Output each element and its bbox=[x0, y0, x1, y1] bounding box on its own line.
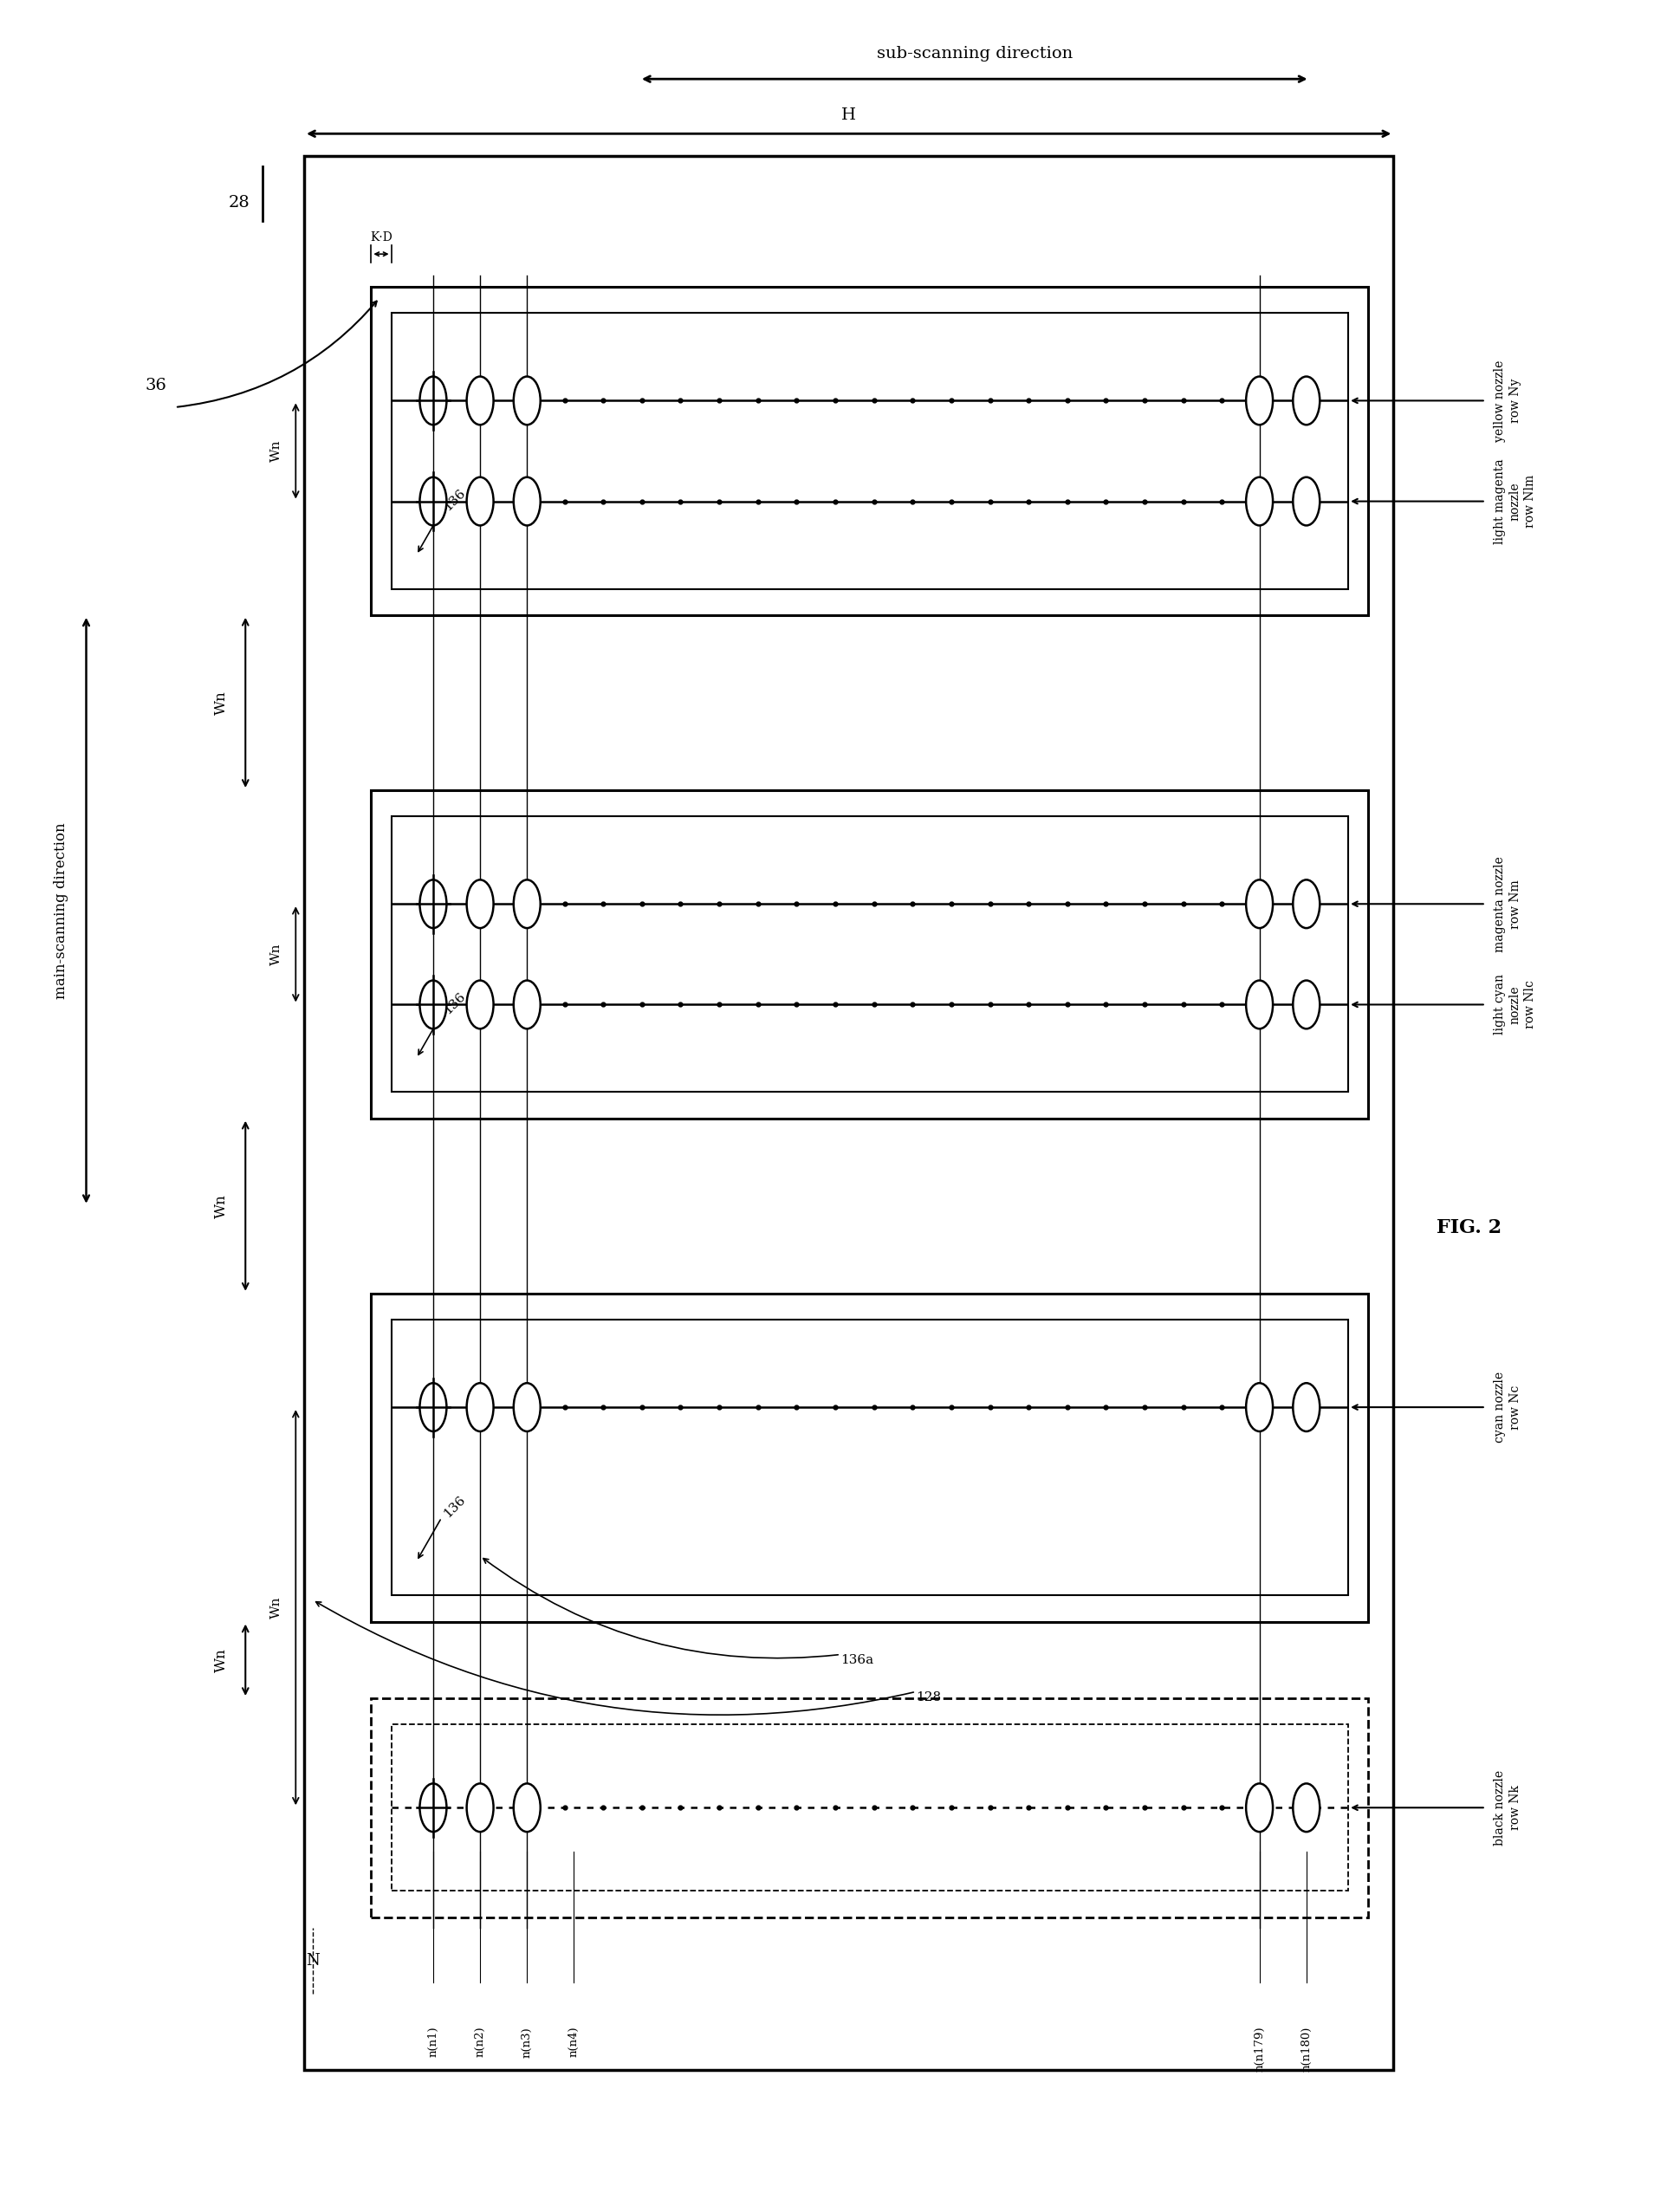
Text: cyan nozzle
row Nc: cyan nozzle row Nc bbox=[1494, 1371, 1520, 1443]
Text: light magenta
nozzle
row Nlm: light magenta nozzle row Nlm bbox=[1494, 458, 1536, 544]
Bar bbox=[391, 816, 1347, 1092]
Ellipse shape bbox=[1292, 1783, 1319, 1831]
Text: Wn: Wn bbox=[270, 943, 282, 965]
Text: N: N bbox=[306, 1954, 319, 1969]
Ellipse shape bbox=[467, 1384, 494, 1432]
Text: magenta nozzle
row Nm: magenta nozzle row Nm bbox=[1494, 855, 1520, 952]
Text: Wn: Wn bbox=[270, 441, 282, 463]
Text: light cyan
nozzle
row Nlc: light cyan nozzle row Nlc bbox=[1494, 974, 1536, 1035]
Bar bbox=[304, 156, 1393, 2070]
Text: 136: 136 bbox=[442, 487, 467, 513]
Ellipse shape bbox=[1245, 1384, 1272, 1432]
Text: 136: 136 bbox=[442, 1493, 467, 1520]
Ellipse shape bbox=[467, 879, 494, 928]
Ellipse shape bbox=[1245, 879, 1272, 928]
Bar bbox=[391, 1724, 1347, 1890]
Ellipse shape bbox=[420, 1384, 447, 1432]
Text: Wn: Wn bbox=[270, 1597, 282, 1618]
Text: n(n2): n(n2) bbox=[474, 2026, 486, 2057]
Ellipse shape bbox=[420, 377, 447, 425]
Text: Wn: Wn bbox=[213, 691, 228, 715]
Text: n(n1): n(n1) bbox=[427, 2026, 438, 2057]
Ellipse shape bbox=[1245, 980, 1272, 1029]
Ellipse shape bbox=[514, 1384, 541, 1432]
Text: sub-scanning direction: sub-scanning direction bbox=[875, 46, 1072, 61]
Text: 136: 136 bbox=[442, 991, 467, 1018]
Bar bbox=[371, 789, 1368, 1118]
Ellipse shape bbox=[467, 980, 494, 1029]
Ellipse shape bbox=[420, 980, 447, 1029]
Ellipse shape bbox=[1292, 377, 1319, 425]
Ellipse shape bbox=[514, 1783, 541, 1831]
Text: 28: 28 bbox=[228, 195, 250, 211]
Text: Wn: Wn bbox=[213, 1647, 228, 1671]
Ellipse shape bbox=[1245, 1783, 1272, 1831]
Ellipse shape bbox=[1292, 1384, 1319, 1432]
Text: main-scanning direction: main-scanning direction bbox=[54, 822, 69, 998]
Ellipse shape bbox=[1245, 478, 1272, 526]
Ellipse shape bbox=[420, 879, 447, 928]
Text: K·D: K·D bbox=[370, 230, 391, 243]
Text: 136a: 136a bbox=[840, 1654, 874, 1667]
Ellipse shape bbox=[467, 377, 494, 425]
Text: n(n3): n(n3) bbox=[521, 2026, 533, 2057]
Ellipse shape bbox=[467, 1783, 494, 1831]
Bar bbox=[371, 1294, 1368, 1621]
Ellipse shape bbox=[1245, 377, 1272, 425]
Text: n(n179): n(n179) bbox=[1253, 2026, 1265, 2072]
Ellipse shape bbox=[467, 478, 494, 526]
Text: 128: 128 bbox=[916, 1691, 941, 1704]
Text: 36: 36 bbox=[144, 377, 166, 393]
Ellipse shape bbox=[420, 478, 447, 526]
Text: Wn: Wn bbox=[213, 1193, 228, 1217]
Text: H: H bbox=[842, 107, 855, 123]
Ellipse shape bbox=[1292, 980, 1319, 1029]
Bar bbox=[371, 1697, 1368, 1917]
Ellipse shape bbox=[514, 377, 541, 425]
Bar bbox=[391, 314, 1347, 590]
Bar bbox=[371, 287, 1368, 614]
Text: n(n180): n(n180) bbox=[1300, 2026, 1312, 2072]
Ellipse shape bbox=[514, 980, 541, 1029]
Ellipse shape bbox=[514, 478, 541, 526]
Bar bbox=[391, 1320, 1347, 1594]
Text: n(n4): n(n4) bbox=[568, 2026, 580, 2057]
Text: black nozzle
row Nk: black nozzle row Nk bbox=[1494, 1770, 1520, 1844]
Ellipse shape bbox=[1292, 879, 1319, 928]
Ellipse shape bbox=[1292, 478, 1319, 526]
Ellipse shape bbox=[420, 1783, 447, 1831]
Text: yellow nozzle
row Ny: yellow nozzle row Ny bbox=[1494, 360, 1520, 441]
Text: FIG. 2: FIG. 2 bbox=[1436, 1219, 1500, 1237]
Ellipse shape bbox=[514, 879, 541, 928]
